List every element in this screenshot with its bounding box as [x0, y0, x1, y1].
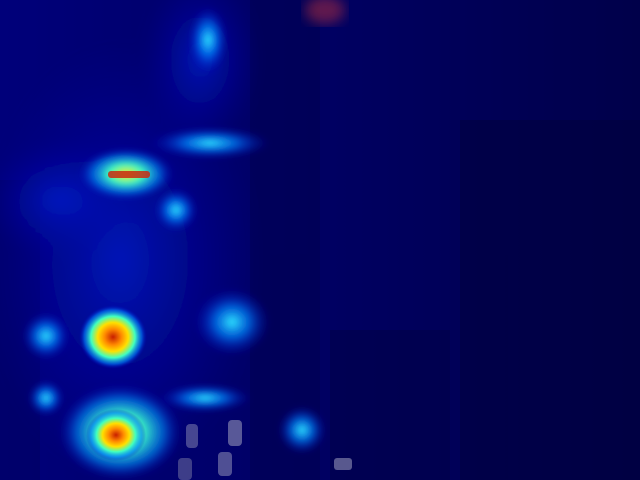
cool-spot-bottom-right [278, 406, 326, 454]
cool-spot-left [22, 312, 70, 360]
cool-spot-mid [194, 288, 270, 356]
hot-spot-bottom [86, 409, 146, 461]
hot-spot-mid [79, 305, 147, 369]
cool-spot-lower-left [28, 380, 64, 416]
cool-spot-small [154, 188, 198, 232]
cool-streak [150, 127, 270, 159]
hot-core-streak [108, 171, 150, 178]
cool-spot-top [188, 6, 228, 74]
